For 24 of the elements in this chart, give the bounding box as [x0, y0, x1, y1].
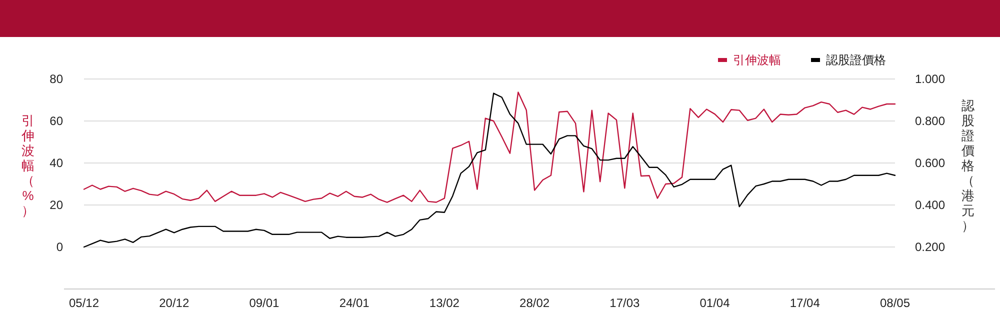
y-tick-label: 40	[50, 156, 64, 170]
x-tick-label: 09/01	[249, 296, 280, 310]
y-tick-label: 60	[50, 114, 64, 128]
x-tick-label: 20/12	[159, 296, 190, 310]
legend-label: 認股證價格	[826, 53, 886, 67]
y-axis-title: 引伸波幅（%）	[20, 113, 34, 218]
x-tick-label: 17/03	[610, 296, 640, 310]
x-tick-label: 08/05	[880, 296, 910, 310]
legend-label: 引伸波幅	[733, 53, 781, 67]
x-tick-label: 13/02	[429, 296, 460, 310]
y-tick-label: 80	[50, 72, 64, 86]
y2-tick-label: 0.800	[915, 114, 946, 128]
y2-tick-label: 0.200	[915, 240, 946, 254]
x-tick-label: 24/01	[339, 296, 370, 310]
text: 認股證價格（港元）	[962, 98, 974, 233]
x-tick-label: 05/12	[68, 296, 100, 310]
x-tick-label: 17/04	[790, 296, 820, 310]
y-tick-label: 0	[56, 240, 64, 254]
y2-tick-label: 0.400	[915, 198, 946, 212]
y2-tick-label: 1.000	[915, 72, 946, 86]
x-tick-label: 28/02	[520, 296, 550, 310]
x-tick-label: 01/04	[700, 296, 730, 310]
y-tick-label: 20	[50, 198, 64, 212]
y2-tick-label: 0.600	[915, 156, 946, 170]
